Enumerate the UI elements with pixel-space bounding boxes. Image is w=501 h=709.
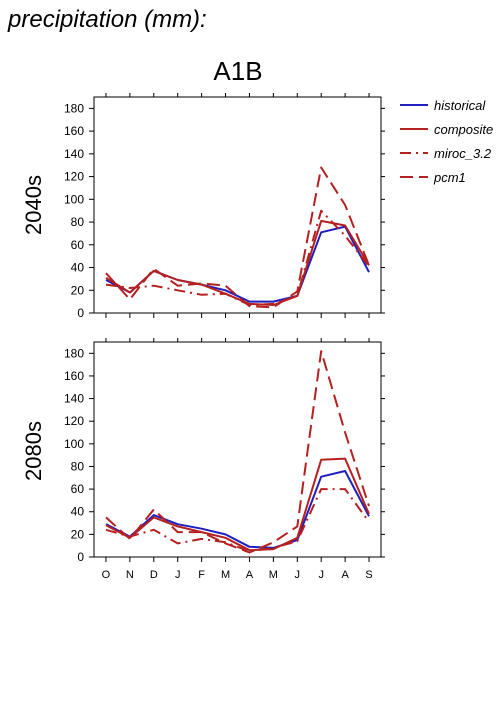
x-tick-label: J	[318, 569, 324, 581]
x-tick-label: F	[198, 569, 205, 581]
y-tick-label: 40	[71, 505, 85, 519]
legend-label: composite	[434, 122, 493, 137]
legend-label: pcm1	[433, 170, 466, 185]
y-tick-label: 160	[64, 124, 84, 138]
y-tick-label: 180	[64, 101, 84, 115]
series-line-miroc-3-2	[105, 488, 370, 553]
y-tick-label: 100	[64, 437, 84, 451]
y-tick-label: 20	[71, 527, 85, 541]
series-line-composite	[105, 219, 370, 306]
panel-2040s: 0 20 40 60 80 100 120 140 160 180	[64, 93, 385, 320]
y-tick-label: 120	[64, 414, 84, 428]
plot-frame	[93, 341, 382, 558]
y-tick-label: 0	[77, 550, 84, 564]
legend: historical composite miroc_3.2 pcm1	[400, 98, 493, 185]
series-line-miroc-3-2	[105, 209, 370, 306]
y-tick-label: 80	[71, 459, 85, 473]
x-tick-label: S	[365, 569, 372, 581]
x-tick-label: A	[246, 569, 254, 581]
legend-label: miroc_3.2	[434, 146, 492, 161]
y-tick-label: 140	[64, 392, 84, 406]
y-tick-label: 60	[71, 238, 85, 252]
page-title: precipitation (mm):	[8, 6, 207, 33]
y-tick-label: 60	[71, 482, 85, 496]
x-tick-label: M	[221, 569, 230, 581]
y-tick-label: 80	[71, 215, 85, 229]
y-tick-label: 40	[71, 261, 85, 275]
x-tick-label: M	[269, 569, 278, 581]
y-tick-label: 140	[64, 147, 84, 161]
x-tick-label: J	[175, 569, 181, 581]
series-line-pcm1	[105, 166, 370, 309]
x-tick-label: D	[150, 569, 158, 581]
series-line-composite	[105, 457, 370, 552]
series-line-historical	[105, 470, 370, 549]
x-tick-label: N	[126, 569, 134, 581]
y-tick-label: 0	[77, 306, 84, 320]
y-tick-label: 160	[64, 369, 84, 383]
scenario-title: A1B	[213, 56, 263, 86]
y-tick-label: 180	[64, 346, 84, 360]
x-tick-label: J	[295, 569, 301, 581]
y-tick-label: 100	[64, 192, 84, 206]
x-tick-label: O	[102, 569, 111, 581]
series-line-historical	[105, 225, 370, 303]
plot-frame	[93, 96, 382, 314]
panel-2080s: 0 20 40 60 80 100 120 140 160 180 O N D J F M A M J J A S	[64, 338, 385, 581]
legend-label: historical	[434, 98, 486, 113]
series-line-pcm1	[105, 350, 370, 554]
y-tick-label: 20	[71, 283, 85, 297]
x-tick-label: A	[341, 569, 349, 581]
y-tick-label: 120	[64, 170, 84, 184]
